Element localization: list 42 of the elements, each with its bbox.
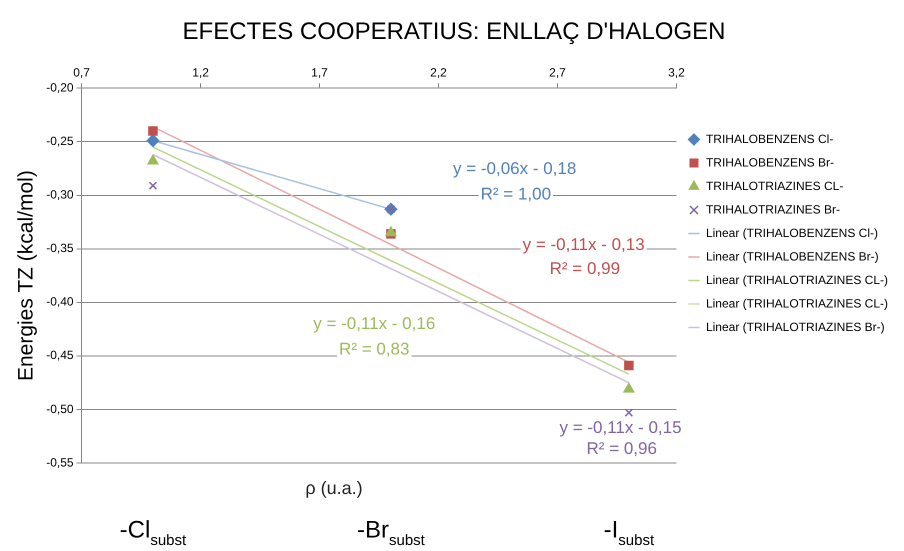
x-tick-label: 2,7: [549, 65, 566, 80]
chart-title: EFECTES COOPERATIUS: ENLLAÇ D'HALOGEN: [182, 18, 726, 46]
point: [624, 360, 634, 370]
y-tick-label: -0,55: [46, 455, 74, 470]
x-tick-label: 3,2: [668, 65, 686, 80]
point: [385, 226, 397, 236]
annotation: y = -0,11x - 0,16: [313, 314, 436, 334]
y-tick-label: -0,45: [46, 348, 74, 362]
annotation: y = -0,11x - 0,15: [560, 418, 682, 437]
legend-label: TRIHALOTRIAZINES CL-: [706, 178, 844, 193]
x-tick-label: 0,7: [73, 65, 90, 80]
annotation: R² = 0,83: [339, 340, 410, 358]
annotation: R² = 0,96: [586, 439, 657, 458]
x-tick-label: 1,2: [192, 65, 210, 80]
y-axis-title: Energies TZ (kcal/mol): [14, 170, 38, 382]
y-tick-label: -0,20: [46, 80, 74, 95]
legend-label: Linear (TRIHALOTRIAZINES CL-): [706, 296, 888, 310]
y-tick-label: -0,25: [46, 134, 74, 148]
y-tick-label: -0,30: [46, 188, 74, 202]
x-tick-label: 1,7: [311, 65, 328, 80]
y-tick-label: -0,40: [46, 294, 74, 309]
point: [146, 134, 160, 148]
legend-label: TRIHALOBENZENS Br-: [706, 155, 834, 170]
legend-label: TRIHALOTRIAZINES Br-: [706, 202, 840, 216]
legend-label: Linear (TRIHALOTRIAZINES Br-): [706, 320, 885, 334]
x-tick-label: 2,2: [430, 65, 448, 80]
annotation: y = -0,11x - 0,13: [522, 234, 645, 254]
x-axis-title: ρ (u.a.): [305, 478, 363, 498]
y-tick-label: -0,50: [46, 402, 74, 416]
legend-label: Linear (TRIHALOTRIAZINES CL-): [706, 272, 888, 287]
point: [147, 154, 159, 165]
point: [623, 382, 635, 393]
annotation: y = -0,06x - 0,18: [452, 159, 576, 178]
y-tick-label: -0,35: [46, 241, 74, 256]
legend-label: Linear (TRIHALOBENZENS Cl-): [706, 226, 878, 240]
point: [148, 126, 158, 136]
annotation: R² = 0,99: [550, 258, 620, 278]
legend-label: TRIHALOBENZENS Cl-: [706, 132, 834, 146]
legend-label: Linear (TRIHALOBENZENS Br-): [706, 249, 879, 264]
annotation: R² = 1,00: [480, 184, 552, 204]
point: [148, 181, 158, 190]
point: [624, 408, 634, 417]
